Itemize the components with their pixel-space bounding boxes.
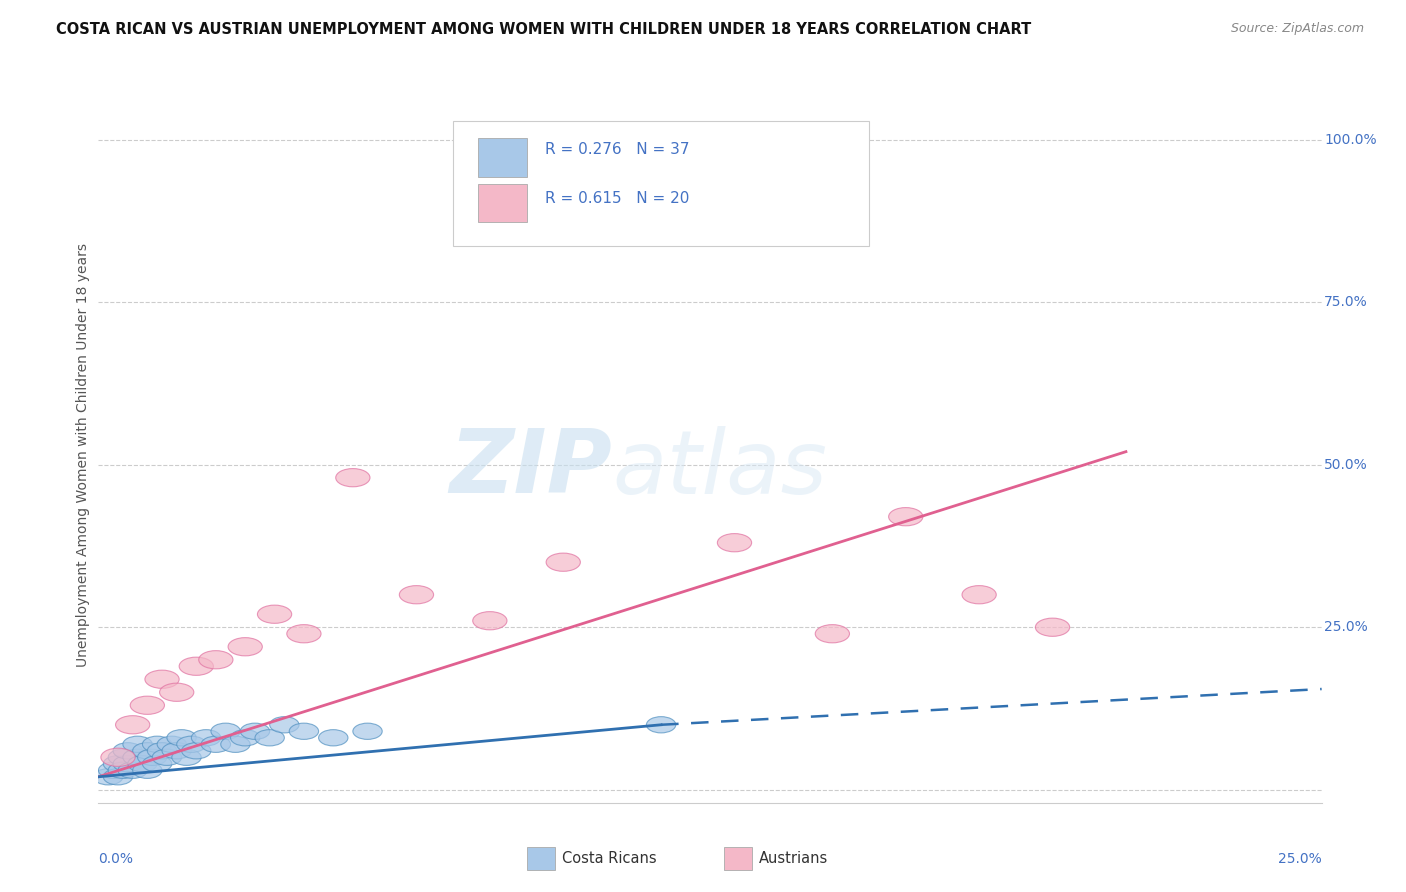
Ellipse shape: [231, 730, 260, 746]
Ellipse shape: [160, 683, 194, 701]
Ellipse shape: [228, 638, 263, 656]
Ellipse shape: [254, 730, 284, 746]
Ellipse shape: [167, 730, 197, 746]
Ellipse shape: [191, 730, 221, 746]
Ellipse shape: [142, 736, 172, 753]
Ellipse shape: [152, 749, 181, 765]
Text: R = 0.615   N = 20: R = 0.615 N = 20: [546, 191, 689, 205]
Ellipse shape: [221, 736, 250, 753]
FancyBboxPatch shape: [478, 138, 526, 177]
FancyBboxPatch shape: [453, 121, 869, 246]
Ellipse shape: [270, 716, 299, 733]
Text: 50.0%: 50.0%: [1324, 458, 1368, 472]
Text: ZIP: ZIP: [450, 425, 612, 512]
Ellipse shape: [112, 756, 142, 772]
Text: 25.0%: 25.0%: [1278, 852, 1322, 865]
Ellipse shape: [287, 624, 321, 643]
Ellipse shape: [353, 723, 382, 739]
Ellipse shape: [103, 756, 132, 772]
Ellipse shape: [201, 736, 231, 753]
Text: Costa Ricans: Costa Ricans: [562, 852, 657, 866]
Y-axis label: Unemployment Among Women with Children Under 18 years: Unemployment Among Women with Children U…: [76, 243, 90, 667]
Text: atlas: atlas: [612, 425, 827, 512]
Ellipse shape: [131, 696, 165, 714]
Ellipse shape: [132, 743, 162, 759]
Ellipse shape: [115, 715, 150, 734]
Ellipse shape: [138, 749, 167, 765]
Ellipse shape: [132, 762, 162, 779]
Ellipse shape: [179, 657, 214, 675]
Ellipse shape: [177, 736, 207, 753]
Ellipse shape: [122, 749, 152, 765]
Ellipse shape: [399, 586, 433, 604]
Ellipse shape: [198, 650, 233, 669]
Ellipse shape: [122, 736, 152, 753]
Ellipse shape: [546, 553, 581, 571]
Ellipse shape: [145, 670, 179, 689]
Ellipse shape: [1035, 618, 1070, 636]
Ellipse shape: [336, 468, 370, 487]
Text: 75.0%: 75.0%: [1324, 295, 1368, 310]
Ellipse shape: [94, 769, 122, 785]
Ellipse shape: [647, 716, 676, 733]
Ellipse shape: [644, 228, 678, 246]
Ellipse shape: [211, 723, 240, 739]
Ellipse shape: [319, 730, 347, 746]
Ellipse shape: [889, 508, 922, 525]
Ellipse shape: [108, 762, 138, 779]
Ellipse shape: [962, 586, 997, 604]
Text: 0.0%: 0.0%: [98, 852, 134, 865]
Ellipse shape: [717, 533, 752, 552]
Text: 25.0%: 25.0%: [1324, 620, 1368, 634]
Ellipse shape: [181, 743, 211, 759]
Text: COSTA RICAN VS AUSTRIAN UNEMPLOYMENT AMONG WOMEN WITH CHILDREN UNDER 18 YEARS CO: COSTA RICAN VS AUSTRIAN UNEMPLOYMENT AMO…: [56, 22, 1032, 37]
Ellipse shape: [240, 723, 270, 739]
Ellipse shape: [103, 769, 132, 785]
Ellipse shape: [472, 612, 508, 630]
Ellipse shape: [118, 762, 148, 779]
Ellipse shape: [98, 762, 128, 779]
Ellipse shape: [290, 723, 319, 739]
Text: R = 0.276   N = 37: R = 0.276 N = 37: [546, 142, 689, 157]
Ellipse shape: [157, 736, 187, 753]
Ellipse shape: [257, 605, 291, 624]
Ellipse shape: [162, 743, 191, 759]
Text: Austrians: Austrians: [759, 852, 828, 866]
Ellipse shape: [112, 743, 142, 759]
FancyBboxPatch shape: [478, 184, 526, 222]
Ellipse shape: [148, 743, 177, 759]
Ellipse shape: [142, 756, 172, 772]
Text: 100.0%: 100.0%: [1324, 133, 1376, 146]
Ellipse shape: [101, 748, 135, 766]
Text: Source: ZipAtlas.com: Source: ZipAtlas.com: [1230, 22, 1364, 36]
Ellipse shape: [128, 756, 157, 772]
Ellipse shape: [172, 749, 201, 765]
Ellipse shape: [108, 749, 138, 765]
Ellipse shape: [815, 624, 849, 643]
